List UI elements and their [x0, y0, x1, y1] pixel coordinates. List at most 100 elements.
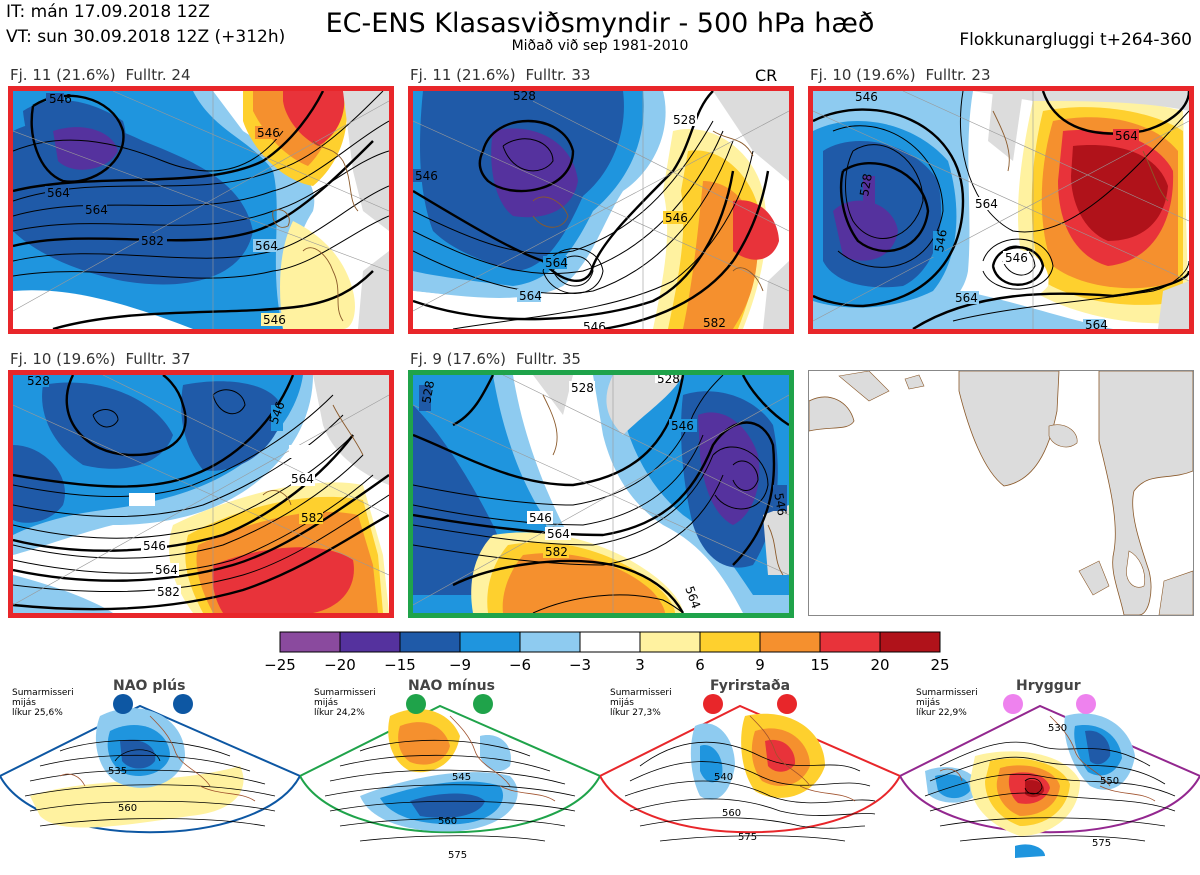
contour-label: 564	[155, 563, 178, 577]
contour-label: 528	[419, 380, 437, 405]
panel-3-rep: Fulltr. 23	[925, 66, 991, 84]
contour-label: 582	[301, 511, 324, 525]
cluster-map-1[interactable]: 546 546 564 582 564 564 546	[8, 86, 394, 334]
contour-label: 575	[738, 832, 757, 843]
colorbar-swatch	[579, 631, 641, 653]
regime-name: Fyrirstaða	[710, 678, 791, 694]
panel-1-label: Fj. 11 (21.6%) Fulltr. 24	[10, 66, 191, 84]
contour-label: 564	[975, 197, 998, 211]
regime-nao-minus: 545 560 575 NAO mínus Sumarmisseri mijás l…	[298, 676, 602, 871]
contour-label: 528	[657, 375, 680, 386]
cluster-map-3[interactable]: 546 564 528 546 564 546 564 564	[808, 86, 1194, 334]
regime-name: NAO plús	[113, 678, 186, 694]
contour-label: 564	[255, 239, 278, 253]
contour-label: 546	[529, 511, 552, 525]
contour-label: 575	[448, 850, 467, 861]
cluster-map-5[interactable]: 528 528 546 546 564 582 564 546 528	[408, 370, 794, 618]
panel-1-rep: Fulltr. 24	[125, 66, 191, 84]
contour-label: 564	[547, 527, 570, 541]
colorbar-swatch	[339, 631, 401, 653]
colorbar-tick-label: 6	[695, 656, 705, 674]
classification-window: Flokkunargluggi t+264-360	[959, 30, 1192, 50]
regime-note: Sumarmisseri mijás líkur 24,2%	[314, 688, 376, 718]
page-subtitle: Miðað við sep 1981-2010	[511, 38, 689, 54]
contour-label: 546	[932, 228, 950, 253]
colorbar-tick-label: −3	[569, 656, 591, 674]
contour-label: 528	[673, 113, 696, 127]
panel-5-rep: Fulltr. 35	[516, 350, 581, 368]
panel-3-count: Fj. 10 (19.6%)	[810, 66, 916, 84]
contour-label: 564	[519, 289, 542, 303]
colorbar-tick-label: 3	[635, 656, 645, 674]
contour-label: 546	[415, 169, 438, 183]
panel-2-count: Fj. 11 (21.6%)	[410, 66, 516, 84]
colorbar-tick-label: −20	[324, 656, 356, 674]
panel-4-rep: Fulltr. 37	[125, 350, 191, 368]
contour-label: 560	[722, 808, 741, 819]
contour-label: 546	[143, 539, 166, 553]
contour-label: 546	[855, 91, 878, 104]
panel-4-label: Fj. 10 (19.6%) Fulltr. 37	[10, 350, 191, 368]
contour-label: 560	[118, 803, 137, 814]
colorbar-tick-label: −9	[449, 656, 471, 674]
panel-4-count: Fj. 10 (19.6%)	[10, 350, 116, 368]
regime-dot	[777, 694, 797, 714]
initial-time: IT: mán 17.09.2018 12Z	[6, 2, 210, 22]
colorbar-tick-label: −25	[264, 656, 296, 674]
contour-label: 540	[714, 772, 733, 783]
colorbar-tick-label: 15	[810, 656, 829, 674]
contour-label: 564	[85, 203, 108, 217]
contour-label: 546	[49, 92, 72, 106]
contour-label: 582	[141, 234, 164, 248]
colorbar-tick-label: −15	[384, 656, 416, 674]
cr-label: CR	[755, 66, 778, 85]
panel-1-count: Fj. 11 (21.6%)	[10, 66, 116, 84]
colorbar-tick-label: 9	[755, 656, 765, 674]
contour-label: 530	[1048, 723, 1067, 734]
cluster-map-2[interactable]: 528 546 546 528 564 564 546 582	[408, 86, 794, 334]
colorbar-tick-label: 25	[930, 656, 949, 674]
regime-name: NAO mínus	[408, 678, 495, 694]
contour-label: 546	[583, 320, 606, 329]
colorbar-swatch	[879, 631, 941, 653]
cluster-map-4[interactable]: 528 546 564 582 546 564 582	[8, 370, 394, 618]
contour-label: 560	[438, 816, 457, 827]
contour-label: 546	[671, 419, 694, 433]
contour-label: 545	[452, 772, 471, 783]
colorbar-swatch	[639, 631, 701, 653]
contour-label: 564	[47, 186, 70, 200]
panel-3-label: Fj. 10 (19.6%) Fulltr. 23	[810, 66, 991, 84]
contour-label: 582	[545, 545, 568, 559]
contour-label: 582	[703, 316, 726, 329]
regime-note: Sumarmisseri mijás líkur 25,6%	[12, 688, 74, 718]
contour-label: 575	[1092, 838, 1111, 849]
regime-dot	[1076, 694, 1096, 714]
panel-2-label: Fj. 11 (21.6%) Fulltr. 33	[410, 66, 591, 84]
contour-label: 546	[263, 313, 286, 327]
regime-name: Hryggur	[1016, 678, 1081, 694]
regime-nao-plus: 535 560 NAO plús Sumarmisseri mijás líkur …	[0, 676, 302, 871]
regime-dot	[173, 694, 193, 714]
regime-dot	[113, 694, 133, 714]
contour-label: 535	[108, 766, 127, 777]
contour-label: 528	[27, 375, 50, 388]
page-title: EC-ENS Klasasviðsmyndir - 500 hPa hæð	[325, 8, 875, 39]
panel-5-label: Fj. 9 (17.6%) Fulltr. 35	[410, 350, 581, 368]
contour-label: 564	[955, 291, 978, 305]
valid-time: VT: sun 30.09.2018 12Z (+312h)	[6, 27, 286, 47]
regime-note: Sumarmisseri mijás líkur 22,9%	[916, 688, 978, 718]
colorbar-swatch	[759, 631, 821, 653]
contour-label: 528	[571, 381, 594, 395]
colorbar-swatch	[399, 631, 461, 653]
regime-dot	[406, 694, 426, 714]
contour-label: 528	[857, 172, 875, 197]
regime-note: Sumarmisseri mijás líkur 27,3%	[610, 688, 672, 718]
colorbar-swatch	[279, 631, 341, 653]
regime-blocking: 540 560 575 Fyrirstaða Sumarmisseri mijás…	[598, 676, 902, 871]
colorbar-swatch	[819, 631, 881, 653]
contour-label: 564	[1115, 129, 1138, 143]
contour-label: 546	[1005, 251, 1028, 265]
contour-label: 564	[291, 472, 314, 486]
regime-dot	[1003, 694, 1023, 714]
reference-map	[808, 370, 1194, 616]
